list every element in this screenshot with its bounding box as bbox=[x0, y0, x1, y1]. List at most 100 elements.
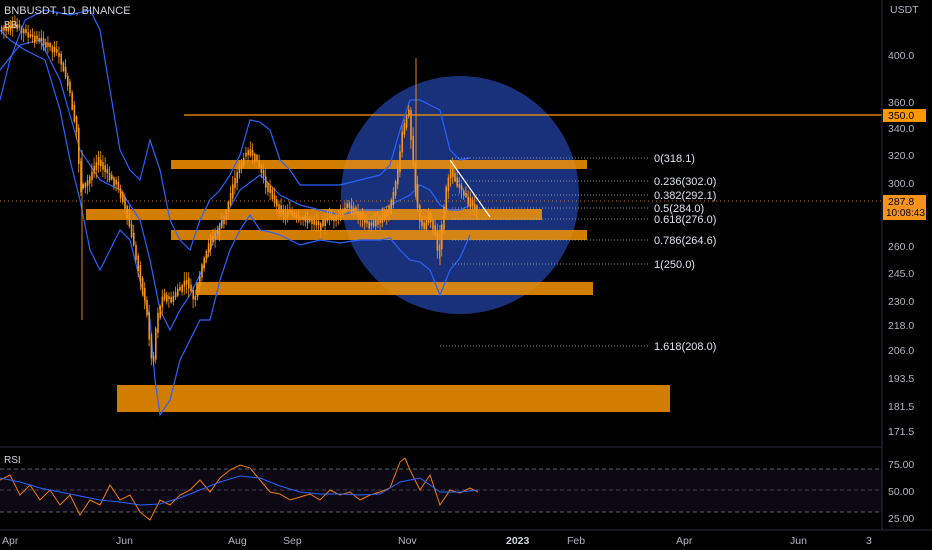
time-tick: Sep bbox=[283, 535, 302, 547]
price-tick: 230.0 bbox=[888, 296, 914, 308]
candle-body bbox=[181, 285, 183, 293]
price-tick: 193.5 bbox=[888, 373, 914, 385]
candle-body bbox=[273, 194, 276, 204]
candle-body bbox=[97, 157, 100, 166]
candle-body bbox=[425, 219, 428, 230]
price-tick: 181.5 bbox=[888, 401, 914, 413]
fib-retracement[interactable]: 0(318.1) 0.236(302.0) 0.382(292.1)0.5(284.… bbox=[440, 153, 716, 353]
candle-body bbox=[78, 127, 80, 165]
candle-body bbox=[236, 172, 238, 184]
candle-body bbox=[361, 214, 364, 219]
candle-body bbox=[192, 289, 194, 300]
candle-body bbox=[282, 210, 285, 216]
price-tick: 218.0 bbox=[888, 320, 914, 332]
candle-body bbox=[12, 25, 14, 28]
rsi-label[interactable]: RSI bbox=[4, 455, 21, 466]
candles bbox=[1, 15, 478, 366]
candle-body bbox=[190, 284, 192, 292]
candle-body bbox=[355, 207, 357, 213]
candle-body bbox=[227, 201, 230, 213]
fib-trendline[interactable] bbox=[449, 159, 491, 218]
candle-body bbox=[337, 214, 340, 217]
candle-body bbox=[315, 220, 318, 226]
candle-body bbox=[29, 34, 32, 37]
candle-body bbox=[141, 277, 144, 294]
time-axis-ticks[interactable]: Apr Jun Aug Sep Nov 2023 Feb Apr Jun 3 bbox=[2, 535, 872, 547]
price-tick: 206.0 bbox=[888, 345, 914, 357]
candle-body bbox=[100, 159, 102, 167]
bb-upper bbox=[0, 9, 471, 252]
candle-body bbox=[133, 232, 135, 246]
candle-body bbox=[342, 210, 344, 216]
candle-body bbox=[214, 232, 216, 240]
rsi-axis-ticks: 75.00 50.00 25.00 bbox=[888, 459, 914, 525]
time-tick: Aug bbox=[228, 535, 247, 547]
candle-body bbox=[454, 172, 456, 182]
time-tick: 3 bbox=[866, 535, 872, 547]
zone-rect bbox=[171, 230, 587, 240]
candle-body bbox=[295, 214, 298, 218]
hline-price-label: 350.0 bbox=[888, 110, 914, 122]
candle-body bbox=[126, 205, 128, 218]
candle-body bbox=[271, 189, 274, 200]
candle-body bbox=[375, 219, 377, 227]
candle-body bbox=[45, 41, 47, 48]
symbol-title[interactable]: BNBUSDT, 1D, BINANCE bbox=[4, 5, 131, 17]
candle-body bbox=[124, 197, 126, 209]
candle-body bbox=[166, 294, 168, 302]
candle-body bbox=[5, 26, 7, 31]
rsi-tick: 75.00 bbox=[888, 459, 914, 471]
candle-body bbox=[243, 158, 245, 166]
candle-body bbox=[201, 264, 203, 278]
fib-level-label: 1.618(208.0) bbox=[654, 341, 716, 353]
candle-body bbox=[320, 223, 322, 231]
price-tick: 260.0 bbox=[888, 241, 914, 253]
candle-body bbox=[80, 161, 82, 193]
candle-body bbox=[291, 210, 293, 216]
candle-body bbox=[359, 212, 362, 220]
candle-body bbox=[7, 26, 10, 32]
candle-body bbox=[344, 207, 346, 213]
candle-body bbox=[183, 280, 186, 287]
candle-body bbox=[249, 149, 252, 156]
candle-body bbox=[245, 152, 247, 157]
candle-body bbox=[353, 207, 355, 213]
candle-body bbox=[62, 62, 65, 72]
candle-body bbox=[223, 215, 225, 225]
candle-body bbox=[93, 165, 95, 174]
candle-body bbox=[205, 251, 208, 259]
candle-body bbox=[449, 165, 452, 179]
candle-body bbox=[150, 334, 153, 359]
candle-body bbox=[117, 181, 120, 189]
candle-body bbox=[159, 305, 161, 318]
candle-body bbox=[25, 29, 27, 33]
candle-body bbox=[331, 215, 333, 220]
candle-body bbox=[207, 243, 210, 253]
candle-body bbox=[383, 213, 386, 220]
price-tick: 340.0 bbox=[888, 123, 914, 135]
candle-body bbox=[339, 211, 342, 218]
candle-body bbox=[196, 285, 199, 297]
time-tick: 2023 bbox=[506, 535, 530, 547]
candle-body bbox=[1, 27, 3, 32]
candle-body bbox=[86, 180, 89, 187]
zone-rect bbox=[196, 282, 593, 295]
candle-body bbox=[185, 279, 188, 285]
time-tick: Apr bbox=[676, 535, 693, 547]
candle-body bbox=[210, 237, 212, 250]
zone-rect bbox=[117, 385, 670, 412]
candle-body bbox=[432, 218, 434, 230]
candle-body bbox=[216, 230, 219, 235]
last-price-label: 287.8 bbox=[888, 196, 914, 208]
candle-body bbox=[247, 150, 249, 156]
price-axis-ticks[interactable]: 400.0 360.0 340.0 320.0 300.0 260.0 245.0 230.0… bbox=[888, 50, 914, 438]
candle-body bbox=[104, 165, 106, 173]
candle-body bbox=[298, 216, 300, 221]
candle-body bbox=[405, 116, 408, 128]
candle-body bbox=[188, 277, 190, 289]
candle-body bbox=[144, 287, 146, 301]
indicator-label[interactable]: BB bbox=[4, 20, 18, 31]
rsi-ma-line bbox=[0, 475, 479, 506]
candle-body bbox=[135, 245, 137, 260]
candle-body bbox=[430, 212, 432, 222]
